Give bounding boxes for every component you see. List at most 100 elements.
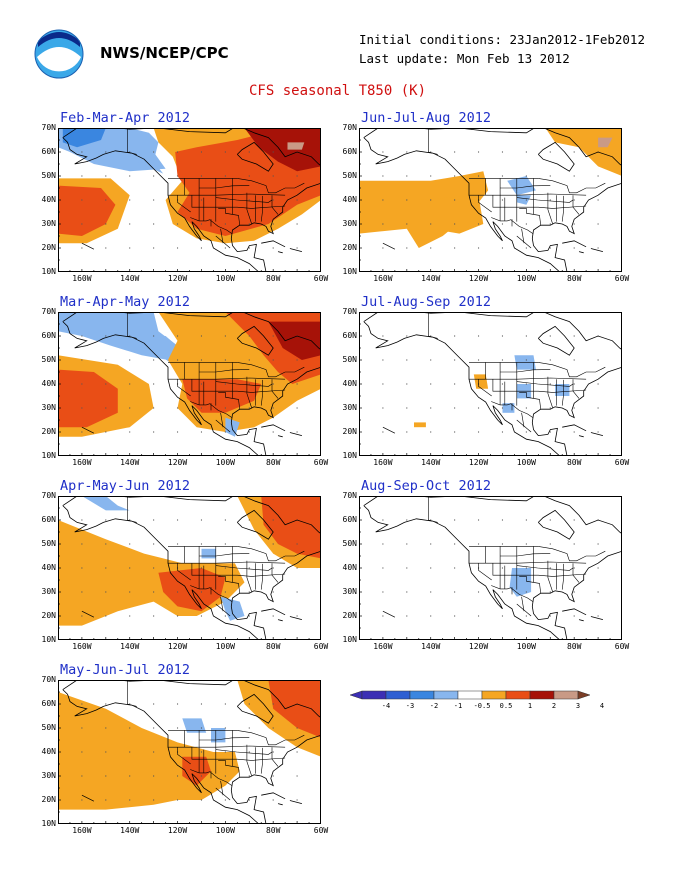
lon-tick-label: 100W [516,274,536,283]
lat-tick-label: 40N [342,379,357,388]
anomaly-region [182,718,207,733]
anomaly-region [58,185,116,236]
map-panel-jja [359,128,622,272]
lat-tick-label: 20N [342,611,357,620]
anomaly-region [268,680,321,738]
map-svg [58,496,321,640]
lon-tick-label: 120W [468,458,489,467]
map-panel-mam [58,312,321,456]
lat-tick-label: 70N [342,491,357,500]
lon-tick-label: 160W [72,642,92,651]
colorbar-bin [553,690,579,700]
lat-tick-label: 10N [41,267,56,276]
anomaly-region [101,128,164,174]
lat-tick-label: 60N [41,515,56,524]
colorbar-label: -4 [381,702,391,710]
lon-tick-label: 100W [516,642,536,651]
map-panel-mjj [58,680,321,824]
colorbar-label: -3 [405,702,415,710]
lat-tick-label: 50N [41,355,56,364]
map-svg [359,312,622,456]
lon-tick-label: 100W [215,458,235,467]
anomaly-region [598,137,613,148]
lat-tick-label: 50N [41,171,56,180]
panel-title-amj: Apr-May-Jun 2012 [60,478,191,494]
lon-tick-label: 60W [313,826,329,835]
lat-tick-label: 20N [41,427,56,436]
org-name: NWS/NCEP/CPC [100,44,229,62]
coastline [363,496,622,640]
anomaly-region [58,520,245,626]
anomaly-region [81,496,130,511]
colorbar-label: 2 [551,702,557,710]
lat-tick-label: 70N [342,307,357,316]
lat-tick-label: 10N [342,267,357,276]
lon-tick-label: 160W [72,458,92,467]
coastline [62,128,321,272]
lat-tick-label: 60N [41,147,56,156]
lat-tick-label: 50N [41,723,56,732]
lon-tick-label: 140W [421,274,441,283]
lon-tick-label: 80W [265,458,281,467]
map-svg [58,128,321,272]
colorbar-bin [457,690,483,700]
lat-tick-label: 40N [41,747,56,756]
anomaly-region [516,195,532,205]
anomaly-region [58,312,178,360]
lat-tick-label: 60N [342,331,357,340]
lat-tick-label: 40N [41,379,56,388]
lon-tick-label: 140W [120,826,140,835]
panel-title-jja: Jun-Jul-Aug 2012 [361,110,492,126]
lon-tick-label: 60W [313,458,329,467]
lon-tick-label: 80W [566,642,582,651]
map-svg [359,496,622,640]
colorbar-label: 0.5 [499,702,513,710]
lat-tick-label: 30N [342,219,357,228]
lon-tick-label: 120W [167,642,188,651]
last-update: Last update: Mon Feb 13 2012 [359,51,570,66]
lat-tick-label: 30N [41,771,56,780]
lon-tick-label: 60W [614,458,630,467]
lon-tick-label: 140W [421,642,441,651]
lon-tick-label: 120W [167,458,188,467]
lat-tick-label: 70N [41,307,56,316]
lon-tick-label: 80W [265,826,281,835]
lat-tick-label: 60N [342,515,357,524]
lat-tick-label: 10N [41,451,56,460]
anomaly-region [545,128,622,176]
color-legend: -4 -3 -2 -1 -0.5 0.5 1 2 3 4 [349,688,630,718]
lat-tick-label: 20N [342,243,357,252]
initial-conditions: Initial conditions: 23Jan2012-1Feb2012 [359,32,645,47]
lat-tick-label: 60N [41,699,56,708]
coastline [363,312,622,456]
lat-tick-label: 30N [41,219,56,228]
lat-tick-label: 20N [342,427,357,436]
panel-title-fma: Feb-Mar-Apr 2012 [60,110,191,126]
lon-tick-label: 100W [215,274,235,283]
anomaly-region [473,374,489,389]
colorbar-label: -1 [453,702,463,710]
lat-tick-label: 20N [41,795,56,804]
lon-tick-label: 160W [373,642,393,651]
map-svg [58,680,321,824]
lat-tick-label: 10N [41,819,56,828]
colorbar-label: 4 [599,702,605,710]
panel-title-jas: Jul-Aug-Sep 2012 [361,294,492,310]
coastline [363,128,622,272]
lon-tick-label: 140W [120,458,140,467]
lon-tick-label: 80W [566,458,582,467]
anomaly-region [287,142,305,150]
lat-tick-label: 50N [342,171,357,180]
anomaly-region [414,422,426,428]
lat-tick-label: 40N [342,563,357,572]
lon-tick-label: 140W [421,458,441,467]
colorbar-label: 3 [575,702,581,710]
lon-tick-label: 160W [72,274,92,283]
lon-tick-label: 120W [468,642,489,651]
lat-tick-label: 10N [41,635,56,644]
lat-tick-label: 70N [41,123,56,132]
lat-tick-label: 40N [41,563,56,572]
lat-tick-label: 70N [41,675,56,684]
colorbar-label: -0.5 [473,702,491,710]
anomaly-region [509,568,532,597]
